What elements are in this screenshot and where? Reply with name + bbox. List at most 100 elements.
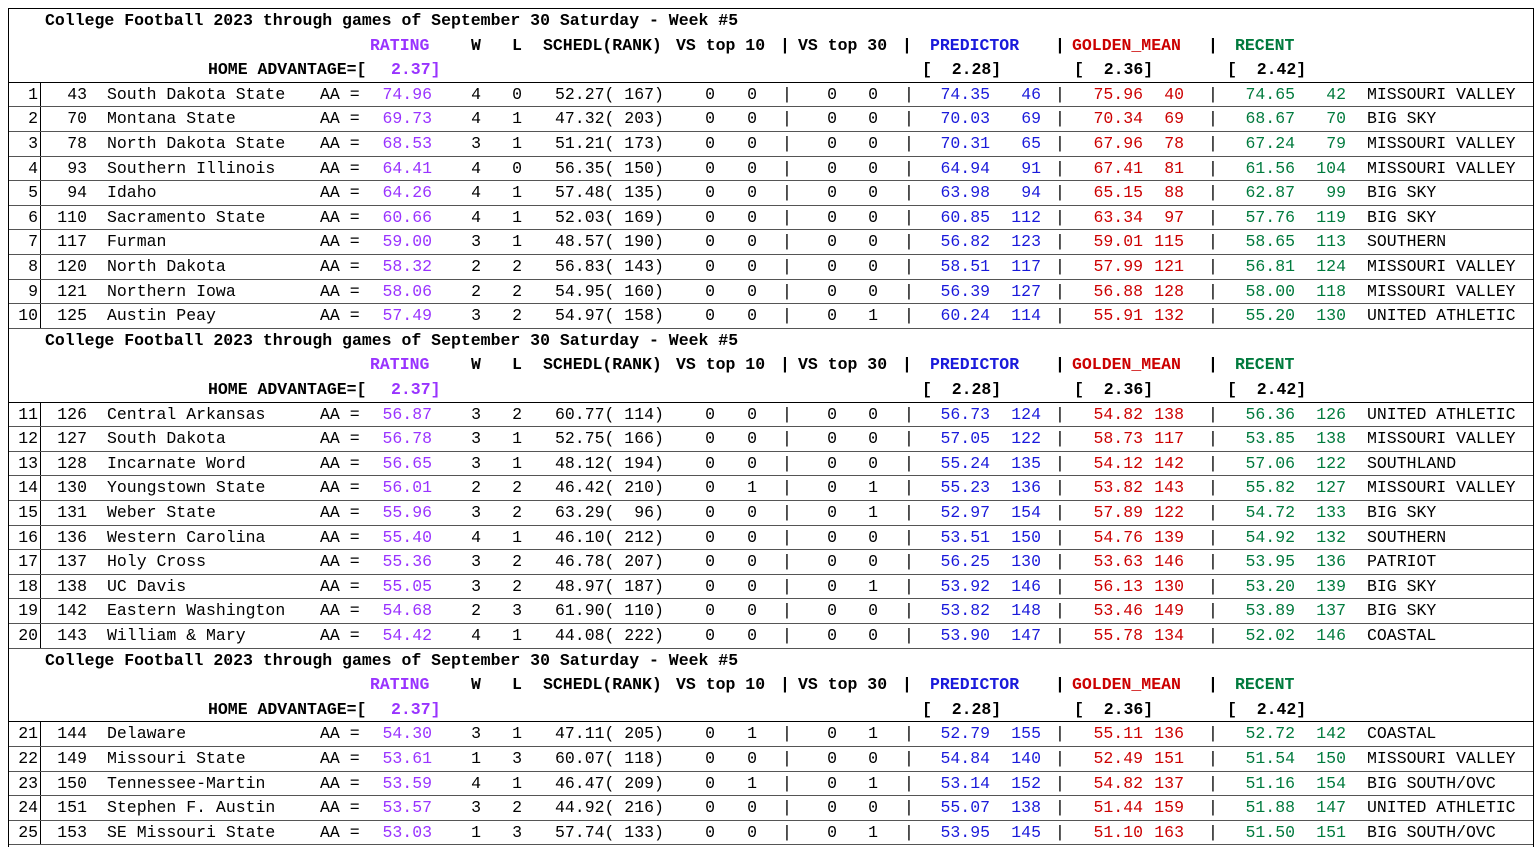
recent-value: 55.20 (1245, 306, 1295, 326)
golden-mean-rank: 142 (1154, 453, 1184, 473)
team-name: Montana State (107, 109, 236, 129)
conference-name: COASTAL (1367, 626, 1437, 645)
golden-mean-rank: 40 (1164, 84, 1184, 104)
losses: 2 (512, 478, 522, 498)
predictor-value: 64.94 (940, 158, 990, 178)
column-header-line: RATING W L SCHEDL(RANK) VS top 10 | VS top 30 |… (9, 353, 1533, 378)
golden-mean-value: 65.15 (1093, 183, 1143, 203)
pipe: | (1208, 626, 1218, 645)
pipe: | (1208, 134, 1218, 153)
wins: 3 (471, 404, 481, 424)
recent-advantage: [ 2.42] (1227, 699, 1307, 719)
pipe: | (1208, 84, 1218, 104)
rating-value: 60.66 (382, 207, 432, 227)
team-name: Delaware (107, 724, 187, 744)
row-number-cell: 15 (9, 501, 41, 525)
predictor-value: 56.82 (940, 232, 990, 252)
vs-top10-wins: 0 (705, 109, 715, 129)
rating-value: 55.96 (382, 503, 432, 522)
row-number: 13 (18, 453, 38, 473)
row-number-cell: 8 (9, 255, 41, 279)
rating-value: 53.59 (382, 773, 432, 793)
team-name: Idaho (107, 183, 157, 203)
row-number: 20 (18, 626, 38, 645)
losses: 2 (512, 404, 522, 424)
golden-mean-advantage: [ 2.36] (1074, 60, 1154, 80)
table-row: 22 149 Missouri State AA = 53.61 1 3 60.07( 118… (9, 747, 1533, 772)
overall-rank: 78 (67, 134, 87, 153)
division-label: AA = (320, 257, 360, 276)
vs-top10-losses: 0 (747, 798, 757, 818)
recent-rank: 151 (1316, 822, 1346, 842)
recent-value: 58.00 (1245, 281, 1295, 301)
golden-mean-rank: 81 (1164, 158, 1184, 178)
predictor-rank: 155 (1011, 724, 1041, 744)
pipe: | (782, 281, 792, 301)
rating-value: 53.03 (382, 822, 432, 842)
golden-mean-header: GOLDEN_MEAN (1072, 355, 1181, 375)
pipe: | (904, 724, 914, 744)
vs-top30-losses: 0 (868, 798, 878, 818)
vs-top10-losses: 0 (747, 453, 757, 473)
table-row: 21 144 Delaware AA = 54.30 3 1 47.11( 205) 0 1 | 0 1… (9, 722, 1533, 747)
predictor-rank: 136 (1011, 478, 1041, 498)
rating-value: 56.78 (382, 429, 432, 449)
predictor-rank: 91 (1021, 158, 1041, 178)
vs-top10-wins: 0 (705, 478, 715, 498)
recent-rank: 104 (1316, 158, 1346, 178)
recent-rank: 150 (1316, 749, 1346, 768)
golden-mean-advantage: [ 2.36] (1074, 380, 1154, 399)
losses: 2 (512, 503, 522, 522)
conference-name: UNITED ATHLETIC (1367, 306, 1516, 326)
recent-value: 55.82 (1245, 478, 1295, 498)
overall-rank: 143 (57, 626, 87, 645)
row-number-cell: 4 (9, 156, 41, 181)
pipe: | (782, 527, 792, 547)
losses: 1 (512, 183, 522, 203)
predictor-value: 53.51 (940, 527, 990, 547)
conference-name: UNITED ATHLETIC (1367, 404, 1516, 424)
predictor-value: 74.35 (940, 84, 990, 104)
vs-top30-losses: 1 (868, 576, 878, 596)
schedule-strength: 57.48( 135) (555, 183, 664, 203)
vs-top30-losses: 1 (868, 478, 878, 498)
predictor-rank: 117 (1011, 257, 1041, 276)
wins: 4 (471, 158, 481, 178)
vs-top30-wins: 0 (827, 183, 837, 203)
overall-rank: 127 (57, 429, 87, 449)
division-label: AA = (320, 822, 360, 842)
golden-mean-rank: 97 (1164, 207, 1184, 227)
row-number: 2 (28, 109, 38, 129)
table-row: 10 125 Austin Peay AA = 57.49 3 2 54.97( 158) 0 0… (9, 304, 1533, 329)
pipe: | (1055, 232, 1065, 252)
vs-top30-wins: 0 (827, 281, 837, 301)
wins: 3 (471, 306, 481, 326)
table-row: 17 137 Holy Cross AA = 55.36 3 2 46.78( 207) 0 0 |… (9, 550, 1533, 575)
wins: 3 (471, 576, 481, 596)
vs-top10-losses: 0 (747, 527, 757, 547)
conference-name: MISSOURI VALLEY (1367, 84, 1516, 104)
recent-rank: 124 (1316, 257, 1346, 276)
vs-top10-wins: 0 (705, 552, 715, 572)
golden-mean-rank: 69 (1164, 109, 1184, 129)
vs-top30-wins: 0 (827, 798, 837, 818)
table-row: 16 136 Western Carolina AA = 55.40 4 1 46.10( 2… (9, 525, 1533, 551)
recent-value: 51.50 (1245, 822, 1295, 842)
pipe: | (782, 404, 792, 424)
schedule-strength: 60.07( 118) (555, 749, 664, 768)
golden-mean-value: 53.46 (1093, 601, 1143, 621)
vs-top30-wins: 0 (827, 134, 837, 153)
wins: 3 (471, 134, 481, 153)
golden-mean-rank: 151 (1154, 749, 1184, 768)
predictor-value: 56.39 (940, 281, 990, 301)
golden-mean-rank: 115 (1154, 232, 1184, 252)
wins: 2 (471, 601, 481, 621)
column-header-line: RATING W L SCHEDL(RANK) VS top 10 | VS top 30 |… (9, 34, 1533, 59)
pipe: | (1055, 355, 1065, 375)
schedule-strength: 48.57( 190) (555, 232, 664, 252)
recent-value: 53.20 (1245, 576, 1295, 596)
recent-rank: 79 (1326, 134, 1346, 153)
table-row: 9 121 Northern Iowa AA = 58.06 2 2 54.95( 160) 0… (9, 279, 1533, 305)
conference-name: MISSOURI VALLEY (1367, 281, 1516, 301)
recent-rank: 132 (1316, 527, 1346, 547)
